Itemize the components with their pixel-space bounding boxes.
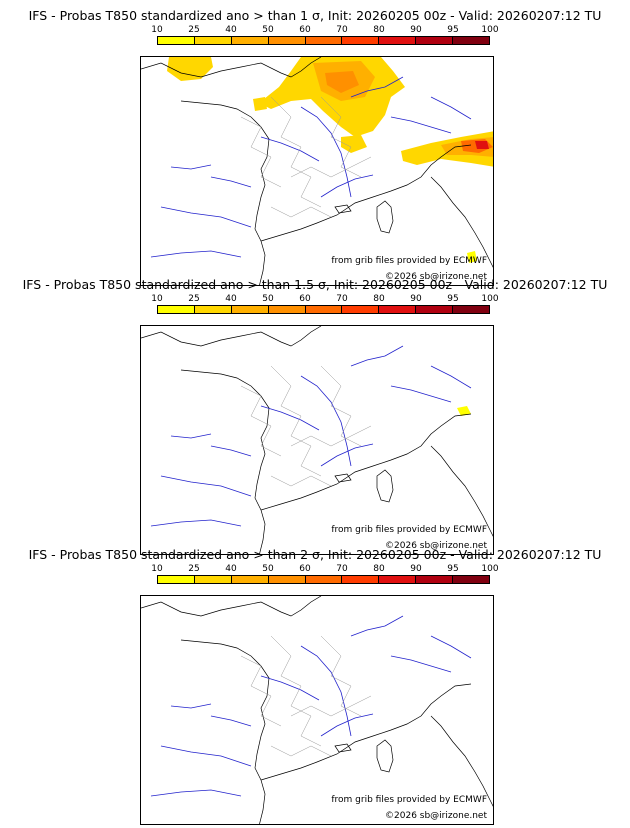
colorbar-ticks: 10 25 40 50 60 70 80 90 95 100 xyxy=(0,294,630,304)
colorbar-tick: 80 xyxy=(373,25,385,35)
colorbar-bin xyxy=(342,37,380,44)
probability-shading xyxy=(457,406,471,416)
map-canvas xyxy=(141,596,493,824)
panel-title: IFS - Probas T850 standardized ano > tha… xyxy=(28,547,602,562)
colorbar-bin xyxy=(453,37,490,44)
coastlines xyxy=(141,326,493,554)
colorbar xyxy=(157,575,490,584)
colorbar-tick: 100 xyxy=(481,25,499,35)
colorbar-bin xyxy=(453,306,490,313)
colorbar-tick: 95 xyxy=(447,25,459,35)
colorbar-tick: 95 xyxy=(447,294,459,304)
panel-title: IFS - Probas T850 standardized ano > tha… xyxy=(22,277,608,292)
colorbar-bin xyxy=(379,37,417,44)
colorbar-bin xyxy=(194,576,232,583)
map-view: from grib files provided by ECMWF ©2026 … xyxy=(140,595,494,825)
colorbar-tick: 10 xyxy=(151,564,163,574)
source-credit: from grib files provided by ECMWF xyxy=(331,525,487,535)
colorbar-tick: 40 xyxy=(225,294,237,304)
copyright-notice: ©2026 sb@irizone.net xyxy=(385,811,487,821)
colorbar-bin xyxy=(305,306,343,313)
colorbar-bin xyxy=(158,576,195,583)
rivers xyxy=(150,76,472,258)
colorbar-tick: 60 xyxy=(299,564,311,574)
colorbar-bin xyxy=(342,306,380,313)
colorbar-tick: 100 xyxy=(481,294,499,304)
colorbar-tick: 40 xyxy=(225,25,237,35)
source-credit: from grib files provided by ECMWF xyxy=(331,256,487,266)
admin-borders xyxy=(240,635,372,757)
colorbar-ticks: 10 25 40 50 60 70 80 90 95 100 xyxy=(0,25,630,35)
colorbar-tick: 60 xyxy=(299,294,311,304)
map-canvas xyxy=(141,326,493,554)
colorbar-bin xyxy=(231,306,269,313)
admin-borders xyxy=(240,365,372,487)
colorbar-bin xyxy=(268,37,306,44)
colorbar-tick: 50 xyxy=(262,564,274,574)
colorbar-bin xyxy=(194,37,232,44)
colorbar-bin xyxy=(453,576,490,583)
panel-title: IFS - Probas T850 standardized ano > tha… xyxy=(28,8,602,23)
colorbar-bin xyxy=(231,37,269,44)
colorbar-tick: 25 xyxy=(188,564,200,574)
colorbar-tick: 90 xyxy=(410,294,422,304)
rivers xyxy=(150,615,472,797)
colorbar-tick: 10 xyxy=(151,294,163,304)
map-panel-2: IFS - Probas T850 standardized ano > tha… xyxy=(0,277,630,555)
map-panel-3: IFS - Probas T850 standardized ano > tha… xyxy=(0,547,630,825)
colorbar-bin xyxy=(231,576,269,583)
colorbar-ticks: 10 25 40 50 60 70 80 90 95 100 xyxy=(0,564,630,574)
colorbar-tick: 80 xyxy=(373,564,385,574)
colorbar-tick: 50 xyxy=(262,294,274,304)
colorbar-tick: 95 xyxy=(447,564,459,574)
colorbar-bin xyxy=(268,306,306,313)
colorbar-bin xyxy=(342,576,380,583)
admin-borders xyxy=(240,96,372,218)
colorbar-tick: 25 xyxy=(188,294,200,304)
colorbar-bin xyxy=(379,306,417,313)
colorbar-tick: 70 xyxy=(336,294,348,304)
map-view: from grib files provided by ECMWF ©2026 … xyxy=(140,56,494,286)
map-canvas xyxy=(141,57,493,285)
coastlines xyxy=(141,596,493,824)
colorbar-tick: 90 xyxy=(410,25,422,35)
colorbar-bin xyxy=(194,306,232,313)
colorbar-bin xyxy=(158,306,195,313)
colorbar-tick: 80 xyxy=(373,294,385,304)
copyright-notice: ©2026 sb@irizone.net xyxy=(385,541,487,551)
colorbar-tick: 90 xyxy=(410,564,422,574)
colorbar xyxy=(157,305,490,314)
colorbar-bin xyxy=(158,37,195,44)
map-panel-1: IFS - Probas T850 standardized ano > tha… xyxy=(0,8,630,286)
colorbar-bin xyxy=(305,37,343,44)
colorbar-bin xyxy=(305,576,343,583)
source-credit: from grib files provided by ECMWF xyxy=(331,795,487,805)
map-view: from grib files provided by ECMWF ©2026 … xyxy=(140,325,494,555)
copyright-notice: ©2026 sb@irizone.net xyxy=(385,272,487,282)
colorbar-tick: 40 xyxy=(225,564,237,574)
colorbar-tick: 100 xyxy=(481,564,499,574)
colorbar-bin xyxy=(416,306,454,313)
colorbar-bin xyxy=(268,576,306,583)
colorbar-bin xyxy=(379,576,417,583)
colorbar-bin xyxy=(416,576,454,583)
coastlines xyxy=(141,57,493,285)
colorbar-bin xyxy=(416,37,454,44)
colorbar-tick: 25 xyxy=(188,25,200,35)
probability-shading xyxy=(167,57,493,263)
colorbar-tick: 50 xyxy=(262,25,274,35)
colorbar-tick: 70 xyxy=(336,25,348,35)
colorbar xyxy=(157,36,490,45)
colorbar-tick: 70 xyxy=(336,564,348,574)
rivers xyxy=(150,345,472,527)
colorbar-tick: 60 xyxy=(299,25,311,35)
colorbar-tick: 10 xyxy=(151,25,163,35)
